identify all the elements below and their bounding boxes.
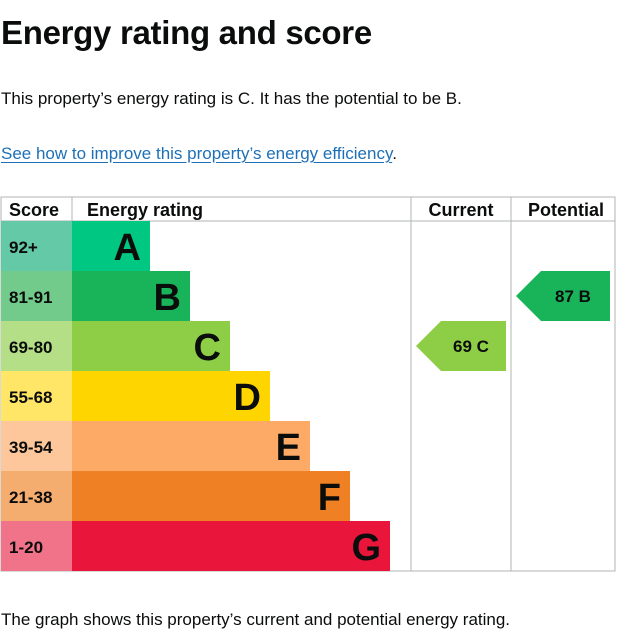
current-rating-arrow (416, 321, 506, 371)
score-cell-g (1, 521, 72, 571)
rating-bar-e (72, 421, 310, 471)
rating-bar-d (72, 371, 270, 421)
rating-bar-a (72, 221, 150, 271)
score-cell-f (1, 471, 72, 521)
rating-letter-g: G (351, 527, 381, 569)
rating-bar-f (72, 471, 350, 521)
rating-letter-a: A (114, 227, 141, 269)
graph-description: The graph shows this property’s current … (1, 610, 511, 629)
header-energy-rating: Energy rating (87, 200, 203, 220)
page-title: Energy rating and score (1, 14, 372, 51)
potential-rating-arrow (516, 271, 610, 321)
energy-rating-chart: Score Energy rating Current Potential 92… (0, 196, 616, 572)
current-rating-label: 69 C (453, 337, 489, 356)
score-range-d: 55-68 (9, 388, 52, 407)
header-score: Score (9, 200, 59, 220)
score-range-e: 39-54 (9, 438, 53, 457)
rating-bar-g (72, 521, 390, 571)
score-range-g: 1-20 (9, 538, 43, 557)
score-range-c: 69-80 (9, 338, 52, 357)
rating-bar-c (72, 321, 230, 371)
rating-bar-b (72, 271, 190, 321)
score-cell-d (1, 371, 72, 421)
rating-summary: This property’s energy rating is C. It h… (1, 89, 462, 108)
score-range-f: 21-38 (9, 488, 52, 507)
rating-markers: 69 C 87 B (416, 271, 610, 371)
score-cell-a (1, 221, 72, 271)
score-range-b: 81-91 (9, 288, 52, 307)
score-cell-e (1, 421, 72, 471)
improve-efficiency-link[interactable]: See how to improve this property’s energ… (1, 144, 393, 163)
score-cell-c (1, 321, 72, 371)
rating-bands: 92+ A 81-91 B 69-80 C 55-68 D 39-54 E 21-38 F 1-20 G (1, 221, 390, 571)
rating-letter-e: E (276, 427, 301, 469)
score-range-a: 92+ (9, 238, 38, 257)
rating-letter-f: F (318, 477, 341, 519)
potential-rating-label: 87 B (555, 287, 591, 306)
link-suffix: . (392, 144, 397, 163)
rating-letter-b: B (154, 277, 181, 319)
rating-letter-c: C (194, 327, 221, 369)
score-cell-b (1, 271, 72, 321)
header-current: Current (428, 200, 493, 220)
improve-link-line: See how to improve this property’s energ… (1, 144, 397, 164)
header-potential: Potential (528, 200, 604, 220)
rating-letter-d: D (234, 377, 261, 419)
